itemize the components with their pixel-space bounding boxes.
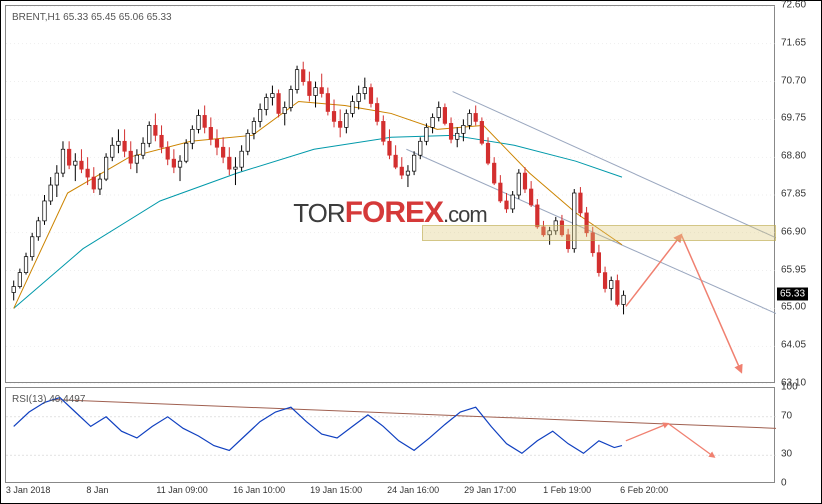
price-y-axis: 72.6071.6570.7069.7568.8067.8566.9065.95…: [777, 5, 819, 383]
rsi-chart[interactable]: RSI(13) 40,4497: [5, 387, 775, 483]
watermark-part1: TOR: [293, 198, 344, 228]
chart-container: BRENT,H1 65.33 65.45 65.06 65.33 TORFORE…: [0, 0, 822, 504]
time-axis: 3 Jan 20188 Jan11 Jan 09:0016 Jan 10:001…: [5, 485, 775, 503]
price-chart[interactable]: BRENT,H1 65.33 65.45 65.06 65.33 TORFORE…: [5, 5, 775, 383]
watermark-part2: FOREX: [345, 196, 443, 229]
ohlc-o: 65.33: [63, 12, 88, 23]
symbol: BRENT,H1: [12, 12, 60, 23]
current-price-tag: 65.33: [777, 288, 808, 301]
ohlc-l: 65.06: [119, 12, 144, 23]
rsi-svg: [6, 388, 776, 484]
rsi-label: RSI(13) 40,4497: [12, 394, 85, 405]
watermark-part3: .com: [443, 202, 487, 227]
instrument-label: BRENT,H1 65.33 65.45 65.06 65.33: [12, 12, 172, 23]
ohlc-h: 65.45: [91, 12, 116, 23]
rsi-y-axis: 10070300: [777, 387, 819, 483]
watermark-logo: TORFOREX.com: [293, 196, 486, 230]
ohlc-c: 65.33: [147, 12, 172, 23]
